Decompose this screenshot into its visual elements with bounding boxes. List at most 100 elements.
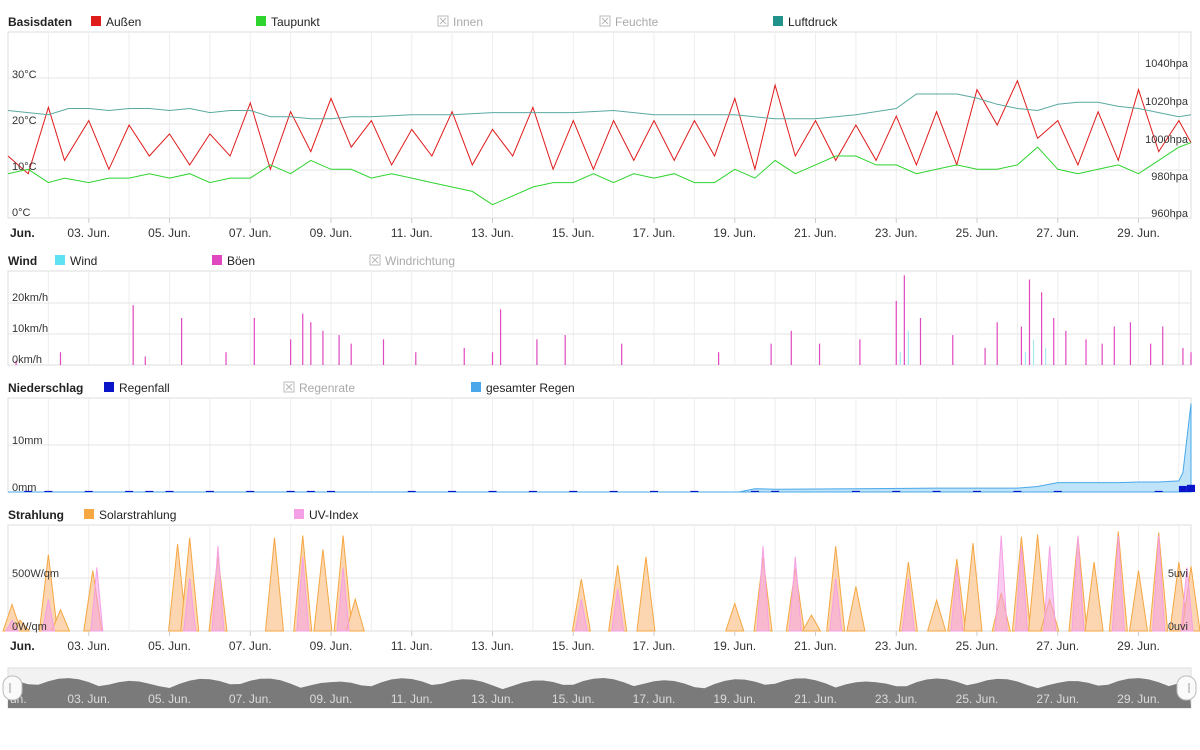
legend-item-gesamter-regen[interactable]: gesamter Regen <box>471 381 575 395</box>
legend-label-boeen: Böen <box>227 254 255 268</box>
navigator-tick: 19. Jun. <box>713 692 756 706</box>
legend-item-luftdruck[interactable]: Luftdruck <box>773 15 838 29</box>
peak-uv-index <box>90 567 104 632</box>
navigator-tick: 25. Jun. <box>956 692 999 706</box>
bar-regenfall <box>448 490 457 492</box>
navigator-tick: 03. Jun. <box>67 692 110 706</box>
y-tick-left: 0mm <box>12 482 36 494</box>
peak-solarstrahlung <box>1128 570 1149 632</box>
bar-regenfall <box>973 490 982 492</box>
peak-uv-index <box>611 588 625 632</box>
bar-regenfall <box>327 490 336 492</box>
bar-regenfall <box>609 490 618 492</box>
legend-label-uv-index: UV-Index <box>309 508 358 522</box>
peak-uv-index <box>756 546 770 632</box>
x-tick-label: 15. Jun. <box>552 639 595 653</box>
peak-solarstrahlung <box>963 542 983 632</box>
bar-regenfall <box>750 490 759 492</box>
panel-title-niederschlag: Niederschlag <box>8 381 83 395</box>
legend-item-uv-index[interactable]: UV-Index <box>294 508 358 522</box>
gridlines-basisdaten <box>8 32 1191 218</box>
legend-label-regenrate: Regenrate <box>299 381 355 395</box>
bar-regenfall <box>205 490 214 492</box>
panel-title-basisdaten: Basisdaten <box>8 15 72 29</box>
bar-regenfall <box>892 490 901 492</box>
bar-regenfall <box>44 490 53 492</box>
legend-item-taupunkt[interactable]: Taupunkt <box>256 15 320 29</box>
legend-item-wind[interactable]: Wind <box>55 254 97 268</box>
y-tick-left: 10km/h <box>12 323 48 335</box>
peak-uv-index <box>1152 535 1166 632</box>
panel-title-strahlung: Strahlung <box>8 508 64 522</box>
peak-solarstrahlung <box>264 537 285 632</box>
peak-uv-index <box>1111 535 1125 632</box>
navigator-tick: 17. Jun. <box>633 692 676 706</box>
x-tick-label: 13. Jun. <box>471 226 514 240</box>
series-strahlung <box>2 531 1200 632</box>
legend-label-wind: Wind <box>70 254 97 268</box>
legend-item-feuchte[interactable]: Feuchte <box>599 15 659 29</box>
x-tick-label: 09. Jun. <box>310 226 353 240</box>
navigator-tick: 21. Jun. <box>794 692 837 706</box>
x-tick-label: 27. Jun. <box>1036 639 1079 653</box>
navigator-tick: 07. Jun. <box>229 692 272 706</box>
x-tick-label: 29. Jun. <box>1117 639 1160 653</box>
y-tick-right: 5uvi <box>1168 568 1188 580</box>
peak-uv-index <box>950 567 964 632</box>
peak-uv-index <box>574 599 588 632</box>
x-tick-label: 23. Jun. <box>875 226 918 240</box>
bar-regenfall <box>690 490 699 492</box>
navigator-handle-left[interactable] <box>2 675 23 701</box>
y-tick-right: 1000hpa <box>1145 134 1189 146</box>
x-tick-label: 25. Jun. <box>956 639 999 653</box>
series-line-taupunkt <box>7 142 1192 206</box>
y-tick-left: 30°C <box>12 69 37 81</box>
x-tick-month: Jun. <box>10 639 35 653</box>
peak-uv-index <box>296 556 310 632</box>
x-tick-label: 19. Jun. <box>713 226 756 240</box>
peak-uv-index <box>336 567 350 632</box>
navigator-handle-right[interactable] <box>1176 675 1197 701</box>
disabled-cross-icon <box>439 17 447 25</box>
legend-item-boeen[interactable]: Böen <box>212 254 255 268</box>
y-tick-left: 0°C <box>12 207 31 219</box>
legend-item-aussen[interactable]: Außen <box>91 15 141 29</box>
x-tick-label: 15. Jun. <box>552 226 595 240</box>
area-gesamter-regen <box>8 403 1192 493</box>
y-tick-right: 0uvi <box>1168 621 1188 633</box>
range-navigator[interactable]: un. 03. Jun. 05. Jun. 07. Jun. 09. Jun. 11. … <box>2 667 1197 709</box>
legend-item-solarstrahlung[interactable]: Solarstrahlung <box>84 508 176 522</box>
y-tick-right: 980hpa <box>1151 171 1189 183</box>
bar-regenfall <box>24 490 33 492</box>
x-tick-label: 21. Jun. <box>794 639 837 653</box>
navigator-tick: 11. Jun. <box>391 692 433 706</box>
legend-item-innen[interactable]: Innen <box>437 15 483 29</box>
panel-wind: Wind Wind Böen Windrichtung 20km/h 10km/… <box>7 254 1192 366</box>
x-tick-month: Jun. <box>10 226 35 240</box>
peak-uv-index <box>994 535 1008 632</box>
peak-uv-index <box>788 556 802 632</box>
legend-item-regenrate[interactable]: Regenrate <box>283 381 355 395</box>
legend-item-regenfall[interactable]: Regenfall <box>104 381 170 395</box>
legend-label-windrichtung: Windrichtung <box>385 254 455 268</box>
y-tick-left: 10mm <box>12 435 43 447</box>
bar-regenfall <box>1013 490 1022 492</box>
gridlines-wind <box>8 271 1191 365</box>
x-tick-label: 13. Jun. <box>471 639 514 653</box>
x-tick-label: 27. Jun. <box>1036 226 1079 240</box>
x-tick-label: 03. Jun. <box>67 639 110 653</box>
bar-regenfall <box>145 490 154 492</box>
panel-strahlung: Strahlung Solarstrahlung UV-Index 500W/q… <box>2 508 1200 653</box>
navigator-tick: 27. Jun. <box>1036 692 1079 706</box>
peak-solarstrahlung <box>636 556 656 632</box>
x-tick-label: 07. Jun. <box>229 639 272 653</box>
legend-label-aussen: Außen <box>106 15 141 29</box>
peak-uv-index <box>211 546 225 632</box>
legend-item-windrichtung[interactable]: Windrichtung <box>369 254 455 268</box>
series-basisdaten <box>7 79 1192 206</box>
navigator-tick: 23. Jun. <box>875 692 918 706</box>
peak-uv-index <box>901 577 915 632</box>
series-line-auen <box>7 79 1192 175</box>
x-tick-label: 19. Jun. <box>713 639 756 653</box>
y-tick-right: 1020hpa <box>1145 96 1189 108</box>
